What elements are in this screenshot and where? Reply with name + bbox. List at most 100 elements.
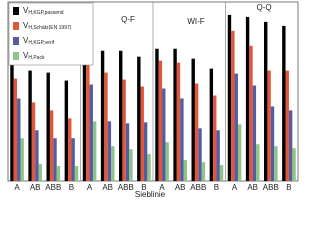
legend-label: VH,KGP,verif [23,36,55,46]
bar [191,58,195,181]
bar [288,110,293,181]
bar [104,72,108,181]
legend-subscript: H,Schätz(EN 1997) [28,25,71,31]
bar [38,164,42,181]
bar [147,154,151,181]
bar [35,130,39,181]
bar [17,98,21,181]
legend-label: VH,Schätz(EN 1997) [23,21,72,31]
bar [252,85,257,181]
group-label: Q-Q [256,3,271,12]
bar [231,30,235,182]
bar [183,160,187,181]
bar [143,122,148,181]
legend-symbol: V [23,51,29,60]
legend-symbol: V [23,36,29,45]
legend-label: VH,KGP,passend [23,6,64,16]
bar [10,62,14,181]
bar [20,138,24,181]
bar [165,142,169,181]
group-label: Q-F [121,15,135,24]
bar [201,162,206,181]
bar [13,78,18,181]
bar [155,48,159,181]
bar [56,166,61,181]
bar [245,16,250,181]
bar [71,138,75,181]
x-tick-label: B [141,183,146,192]
bar [234,73,238,181]
bar [28,70,32,181]
bar [74,166,79,181]
x-tick-label: A [87,183,93,192]
bar [53,138,57,181]
bar [274,146,278,181]
legend-label: VH,Pack [23,51,45,61]
legend-box [8,2,94,66]
x-tick-label: ABB [263,183,279,192]
bar [86,45,90,181]
bar [270,106,275,181]
x-tick-label: A [159,183,165,192]
x-tick-label: B [214,183,219,192]
bar [209,68,214,181]
legend-swatch [13,52,19,60]
x-tick-label: AB [102,183,113,192]
bar [256,144,260,181]
legend-subscript: H,KGP,passend [28,10,63,16]
x-tick-label: ABB [190,183,206,192]
bar [111,146,115,181]
x-tick-label: A [232,183,238,192]
legend-symbol: V [23,21,29,30]
bar [194,83,199,181]
x-tick-label: B [286,183,291,192]
bar [122,79,126,181]
bar [282,25,286,181]
bar [107,121,112,181]
bar [198,128,202,181]
x-tick-label: ABB [45,183,61,192]
bar [176,62,181,181]
bar [162,88,166,181]
bar [31,102,36,181]
group-label: WI-F [187,17,204,26]
bar [46,72,50,181]
x-tick-label: AB [30,183,41,192]
bar [216,130,220,181]
x-tick-label: AB [247,183,258,192]
x-tick-label: ABB [118,183,134,192]
x-tick-label: AB [175,183,186,192]
legend-subscript: H,Pack [28,55,45,61]
legend-swatch [13,37,19,45]
x-tick-label: B [69,183,74,192]
bar [100,50,105,181]
bar [173,48,177,181]
bar [125,123,130,181]
legend-swatch [13,22,19,30]
bar [249,45,253,181]
x-tick-label: A [14,183,20,192]
bar [158,60,163,181]
bar [64,80,69,181]
x-axis-label: Sieblinie [135,190,166,199]
bar [227,14,232,181]
bar [213,95,217,181]
bar [264,21,268,182]
bar [180,98,184,181]
chart: Sieblinie AABABBBAABABBBAABABBBAABABBBK-… [7,1,299,199]
legend-swatch [13,7,19,15]
bar [119,50,123,181]
bar [137,56,141,181]
bar [267,70,271,181]
bar [68,118,72,181]
bar [49,110,54,181]
legend-symbol: V [23,6,29,15]
bar [140,86,144,181]
bar [129,149,133,181]
bar [292,148,296,181]
bar [82,25,87,181]
bar [285,70,289,181]
bar [237,124,242,181]
bar [92,121,97,181]
